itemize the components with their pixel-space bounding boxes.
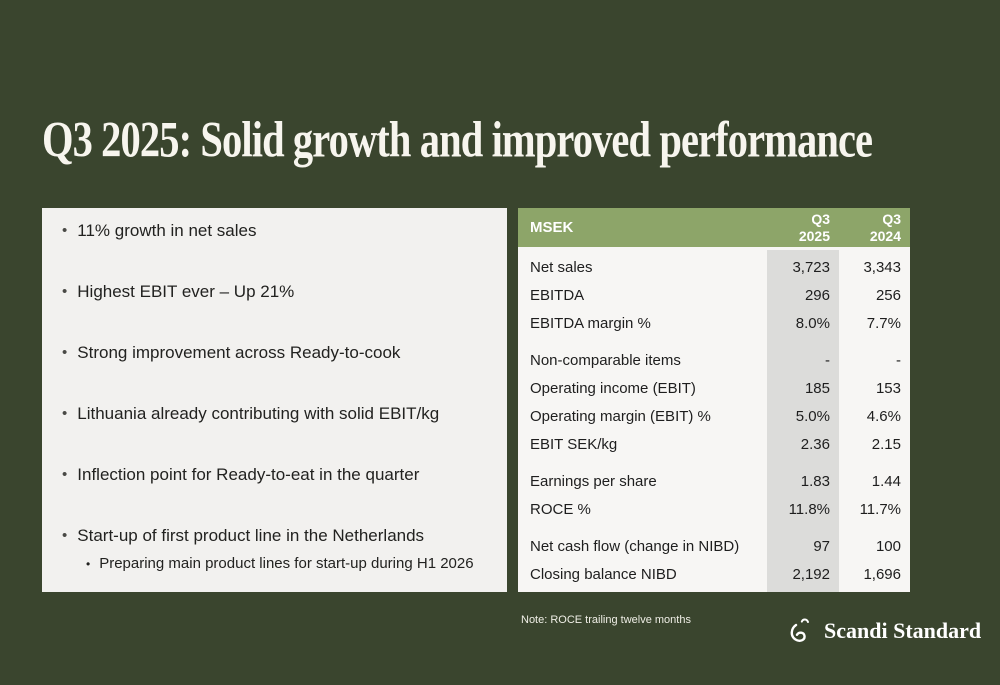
financials-table: MSEK Q3 2025 Q3 2024 Net sales 3,723 3,3… — [518, 208, 910, 592]
table-row: Net sales 3,723 3,343 — [518, 253, 910, 281]
table-row: Operating income (EBIT) 185 153 — [518, 374, 910, 402]
bullet-text: Lithuania already contributing with soli… — [77, 404, 440, 423]
row-label: Closing balance NIBD — [530, 565, 677, 583]
row-value-2024: 100 — [875, 537, 901, 555]
row-value-2024: 256 — [875, 286, 901, 304]
row-label: ROCE % — [530, 500, 591, 518]
list-item: • Highest EBIT ever – Up 21% — [62, 281, 489, 303]
row-value-2024: 1.44 — [871, 472, 901, 490]
table-row: Operating margin (EBIT) % 5.0% 4.6% — [518, 402, 910, 430]
row-value-2025: - — [825, 351, 830, 369]
row-value-2025: 8.0% — [795, 314, 830, 332]
row-value-2024: 153 — [875, 379, 901, 397]
bullet-icon: • — [62, 466, 68, 483]
table-row: EBITDA 296 256 — [518, 281, 910, 309]
row-label: Non-comparable items — [530, 351, 681, 369]
bullet-icon: • — [62, 405, 68, 422]
row-value-2024: 3,343 — [863, 258, 901, 276]
row-value-2024: 7.7% — [866, 314, 901, 332]
row-value-2024: 11.7% — [859, 500, 901, 518]
header-2025-label: 2025 — [798, 227, 830, 244]
bullet-icon: • — [62, 344, 68, 361]
row-label: Net cash flow (change in NIBD) — [530, 537, 740, 555]
row-value-2025: 2,192 — [792, 565, 830, 583]
row-label: EBIT SEK/kg — [530, 435, 618, 453]
list-item: • 11% growth in net sales — [62, 220, 489, 242]
current-quarter-column-highlight — [767, 250, 839, 592]
table-row: Net cash flow (change in NIBD) 97 100 — [518, 532, 910, 560]
table-row: Earnings per share 1.83 1.44 — [518, 467, 910, 495]
row-label: Operating margin (EBIT) % — [530, 407, 711, 425]
header-q3-label: Q3 — [882, 210, 901, 227]
header-2024-label: 2024 — [869, 227, 901, 244]
bullet-text: Start-up of first product line in the Ne… — [77, 526, 425, 545]
row-label: Operating income (EBIT) — [530, 379, 696, 397]
sub-bullet-text: Preparing main product lines for start-u… — [99, 555, 474, 572]
footnote: Note: ROCE trailing twelve months — [521, 614, 691, 626]
row-value-2025: 5.0% — [795, 407, 830, 425]
row-label: Net sales — [530, 258, 593, 276]
table-row: EBITDA margin % 8.0% 7.7% — [518, 309, 910, 337]
table-row: EBIT SEK/kg 2.36 2.15 — [518, 430, 910, 458]
row-label: EBITDA — [530, 286, 585, 304]
slide-title: Q3 2025: Solid growth and improved perfo… — [42, 111, 873, 169]
list-item: • Lithuania already contributing with so… — [62, 403, 489, 425]
list-item: • Inflection point for Ready-to-eat in t… — [62, 464, 489, 486]
table-row: Closing balance NIBD 2,192 1,696 — [518, 560, 910, 588]
row-value-2024: 1,696 — [863, 565, 901, 583]
table-header-row: MSEK Q3 2025 Q3 2024 — [518, 208, 910, 250]
row-label: Earnings per share — [530, 472, 657, 490]
list-item: • Start-up of first product line in the … — [62, 525, 489, 547]
table-header-q3-2025: Q3 2025 — [767, 208, 839, 247]
table-body: Net sales 3,723 3,343 EBITDA 296 256 EBI… — [518, 250, 910, 592]
row-value-2025: 2.36 — [800, 435, 830, 453]
row-value-2025: 296 — [804, 286, 830, 304]
table-header-q3-2024: Q3 2024 — [839, 208, 910, 247]
header-q3-label: Q3 — [811, 210, 830, 227]
highlights-panel: • 11% growth in net sales • Highest EBIT… — [42, 208, 507, 592]
scandi-standard-logo-icon — [786, 615, 816, 647]
brand-logo: Scandi Standard — [786, 615, 981, 647]
brand-name: Scandi Standard — [824, 618, 982, 643]
row-label: EBITDA margin % — [530, 314, 651, 332]
row-value-2025: 1.83 — [800, 472, 830, 490]
bullet-text: Strong improvement across Ready-to-cook — [77, 343, 401, 362]
bullet-icon: • — [62, 527, 68, 544]
sub-list-item: • Preparing main product lines for start… — [86, 554, 489, 574]
row-value-2025: 11.8% — [788, 500, 830, 518]
list-item: • Strong improvement across Ready-to-coo… — [62, 342, 489, 364]
bullet-icon: • — [62, 283, 68, 300]
row-value-2024: 4.6% — [866, 407, 901, 425]
bullet-text: Inflection point for Ready-to-eat in the… — [77, 465, 420, 484]
highlights-list: • 11% growth in net sales • Highest EBIT… — [62, 220, 489, 547]
row-value-2024: - — [896, 351, 901, 369]
bullet-icon: • — [62, 222, 68, 239]
bullet-icon: • — [86, 557, 91, 571]
bullet-text: 11% growth in net sales — [77, 221, 257, 240]
table-header-unit: MSEK — [530, 219, 574, 236]
row-value-2025: 97 — [813, 537, 830, 555]
row-value-2024: 2.15 — [871, 435, 901, 453]
row-value-2025: 3,723 — [792, 258, 830, 276]
table-row: ROCE % 11.8% 11.7% — [518, 495, 910, 523]
bullet-text: Highest EBIT ever – Up 21% — [77, 282, 295, 301]
row-value-2025: 185 — [804, 379, 830, 397]
table-row: Non-comparable items - - — [518, 346, 910, 374]
